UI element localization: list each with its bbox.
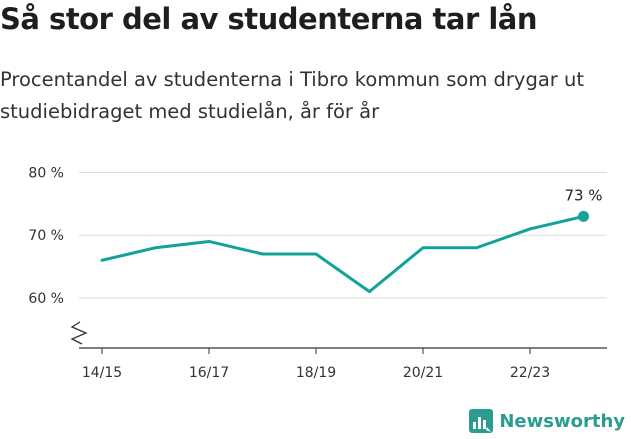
grid-lines — [79, 172, 607, 299]
end-point — [578, 210, 589, 222]
y-tick-label: 80 % — [28, 166, 64, 182]
brand-name: Newsworthy — [499, 410, 625, 432]
x-tick-label: 20/21 — [403, 365, 443, 381]
x-tick-label: 22/23 — [510, 365, 550, 381]
newsworthy-logo: Newsworthy — [469, 409, 625, 433]
x-tick-label: 16/17 — [189, 365, 229, 381]
chart-title: Så stor del av studenterna tar lån — [0, 2, 538, 36]
end-value-label: 73 % — [564, 186, 602, 204]
y-tick-labels: 60 % 70 % 80 % — [28, 166, 64, 307]
series-line — [100, 214, 585, 294]
chart-subtitle: Procentandel av studenterna i Tibro komm… — [0, 68, 585, 123]
x-tick-labels: 14/15 16/17 18/19 20/21 22/23 — [82, 348, 550, 381]
axis-break-icon — [70, 321, 88, 345]
series-layer: 73 % — [100, 186, 603, 294]
x-axis — [70, 321, 607, 349]
y-tick-label: 60 % — [28, 291, 64, 307]
newsworthy-icon — [469, 409, 494, 433]
x-tick-label: 14/15 — [82, 365, 122, 381]
y-tick-label: 70 % — [28, 228, 64, 244]
x-tick-label: 18/19 — [296, 365, 336, 381]
